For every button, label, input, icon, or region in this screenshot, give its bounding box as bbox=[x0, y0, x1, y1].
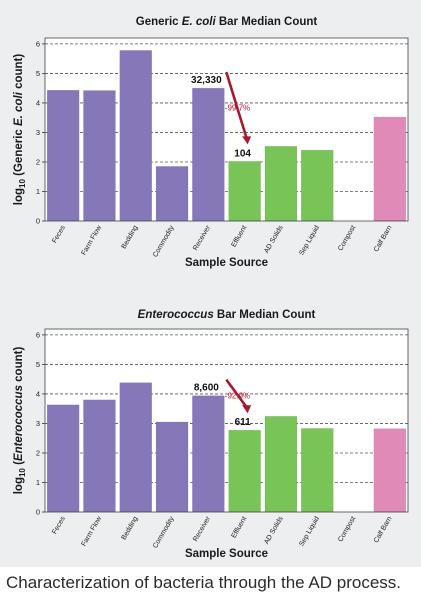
bar-commodity bbox=[155, 166, 189, 222]
reduction-arrow-head bbox=[242, 405, 252, 414]
x-axis-label: Sample Source bbox=[185, 257, 268, 269]
bar-sep-liquid bbox=[301, 428, 334, 513]
chart-1: Generic E. coli Bar Median Count 0 1 2 3 4 5 6 F… bbox=[13, 16, 409, 269]
y-tick-label: 6 bbox=[36, 330, 40, 339]
bar-feces bbox=[46, 89, 80, 222]
x-tick-label: Calf Barn bbox=[373, 515, 394, 544]
y-axis-label: log10 (Enterococcus count) bbox=[13, 347, 27, 495]
bar-bedding bbox=[119, 50, 152, 222]
y-tick-label: 1 bbox=[36, 187, 40, 196]
figure-panel: Generic E. coli Bar Median Count 0 1 2 3 4 5 6 F… bbox=[0, 0, 421, 567]
from-value-label: 32,330 bbox=[191, 75, 222, 86]
x-tick-label: Compost bbox=[337, 515, 357, 543]
plot-frame bbox=[44, 37, 409, 222]
y-tick-label: 0 bbox=[36, 217, 40, 226]
x-tick-label: Farm Flow bbox=[81, 515, 104, 548]
bar-effluent bbox=[228, 161, 261, 222]
bar-ad-solids bbox=[264, 146, 298, 222]
x-tick-label: Bedding bbox=[121, 515, 140, 541]
y-tick-label: 0 bbox=[36, 508, 40, 517]
x-tick-label: Sep Liquid bbox=[298, 224, 321, 256]
reduction-arrow-shaft bbox=[225, 378, 248, 409]
bar-effluent bbox=[228, 429, 261, 513]
to-value-label: 611 bbox=[235, 417, 252, 428]
bar-farm-flow bbox=[83, 90, 116, 222]
bar-receiver bbox=[192, 87, 225, 222]
chart-title: Generic E. coli Bar Median Count bbox=[136, 16, 318, 28]
y-tick-label: 2 bbox=[36, 448, 40, 457]
bar-receiver bbox=[192, 395, 225, 513]
x-tick-label: Farm Flow bbox=[81, 224, 104, 257]
y-tick-label: 3 bbox=[36, 128, 40, 137]
reduction-arrow-shaft bbox=[225, 71, 248, 139]
x-axis-label: Sample Source bbox=[185, 548, 268, 560]
bar-sep-liquid bbox=[301, 149, 334, 222]
reduction-arrow-head bbox=[242, 136, 252, 145]
x-tick-label: Receiver bbox=[192, 224, 212, 252]
bar-calf-barn bbox=[373, 116, 407, 222]
x-tick-label: Sep Liquid bbox=[298, 515, 321, 547]
x-tick-label: AD Solids bbox=[263, 515, 285, 546]
bar-bedding bbox=[119, 382, 152, 513]
y-tick-label: 4 bbox=[36, 389, 40, 398]
bar-farm-flow bbox=[83, 399, 116, 513]
y-axis-label: log10 (Generic E. coli count) bbox=[13, 54, 27, 206]
y-tick-label: 3 bbox=[36, 419, 40, 428]
y-tick-label: 2 bbox=[36, 157, 40, 166]
x-tick-label: Effluent bbox=[231, 515, 249, 539]
x-tick-label: Bedding bbox=[121, 224, 140, 250]
bar-feces bbox=[46, 404, 80, 513]
x-tick-label: Feces bbox=[51, 224, 67, 244]
y-tick-label: 5 bbox=[36, 69, 40, 78]
x-tick-label: Commodity bbox=[152, 224, 176, 259]
x-tick-label: Effluent bbox=[231, 224, 249, 248]
x-tick-label: Calf Barn bbox=[373, 224, 394, 253]
plot-frame bbox=[44, 328, 409, 513]
chart-2: Enterococcus Bar Median Count 0 1 2 3 4 5 6 Fece… bbox=[13, 309, 409, 560]
y-tick-label: 4 bbox=[36, 98, 40, 107]
bar-ad-solids bbox=[264, 416, 298, 513]
chart-title: Enterococcus Bar Median Count bbox=[138, 309, 316, 321]
reduction-percent-label: -92.9% bbox=[225, 391, 250, 400]
bar-calf-barn bbox=[373, 428, 407, 513]
reduction-percent-label: -99.7% bbox=[225, 103, 250, 112]
y-tick-label: 6 bbox=[36, 39, 40, 48]
from-value-label: 8,600 bbox=[194, 383, 219, 394]
x-tick-label: Commodity bbox=[152, 515, 176, 550]
x-tick-label: Receiver bbox=[192, 515, 212, 543]
bar-commodity bbox=[155, 421, 189, 513]
bar-charts: Generic E. coli Bar Median Count 0 1 2 3 4 5 6 F… bbox=[13, 16, 409, 560]
y-tick-label: 5 bbox=[36, 360, 40, 369]
x-tick-label: Compost bbox=[337, 224, 357, 252]
y-tick-label: 1 bbox=[36, 478, 40, 487]
x-tick-label: Feces bbox=[51, 515, 67, 535]
x-tick-label: AD Solids bbox=[263, 224, 285, 255]
to-value-label: 104 bbox=[234, 148, 251, 159]
figure-caption: Characterization of bacteria through the… bbox=[6, 573, 401, 592]
